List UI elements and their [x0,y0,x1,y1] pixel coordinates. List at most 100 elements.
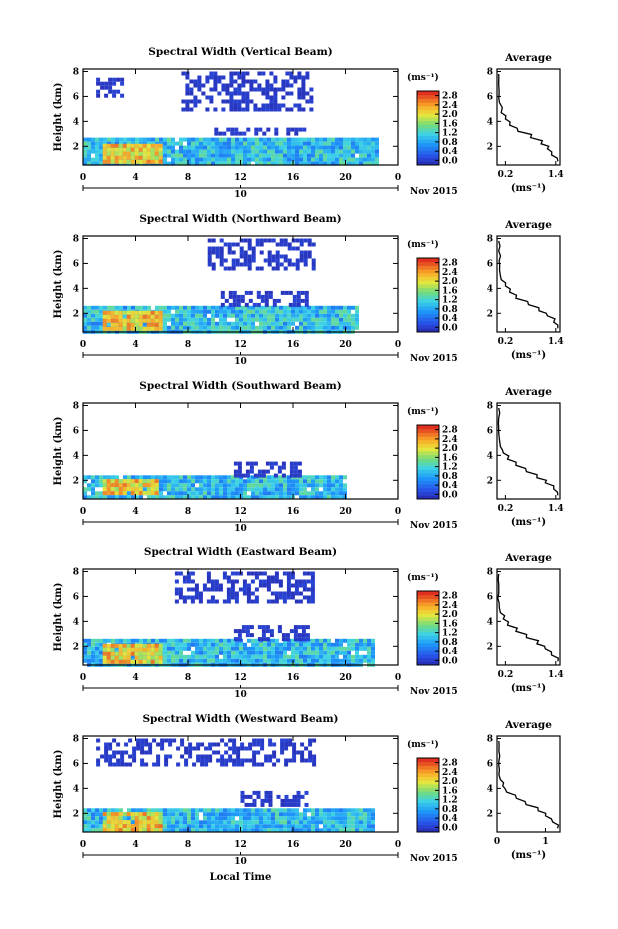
colorbar-segment [417,102,439,107]
heatmap-cell [210,595,215,600]
heatmap-cell [134,318,139,323]
heatmap-cell [251,650,255,655]
heatmap-cell [211,137,215,142]
heatmap-cell [308,742,313,747]
heatmap-cell [99,141,103,146]
heatmap-cell [134,479,139,484]
heatmap-cell [293,465,298,470]
heatmap-cell [257,83,262,88]
heatmap-cell [235,317,239,322]
heatmap-cell [271,258,276,263]
heatmap-cell [367,137,371,142]
heatmap-cell [211,642,215,647]
heatmap-cell [315,475,319,480]
heatmap-cell [130,491,135,496]
heatmap-cell [150,314,155,319]
heatmap-cell [299,258,304,263]
heatmap-cell [273,103,278,108]
heatmap-cell [235,309,239,314]
heatmap-cell [175,317,179,322]
heatmap-cell [223,325,227,330]
colorbar-segment [417,283,439,289]
heatmap-cell [291,141,295,146]
heatmap-cell [223,808,227,813]
heatmap-cell [315,325,319,330]
heatmap-cell [127,495,131,500]
heatmap-cell [231,309,235,314]
heatmap-cell [193,83,198,88]
heatmap-cell [118,318,123,323]
heatmap-cell [119,495,123,500]
colorbar-tick-label: 0.4 [442,814,458,824]
heatmap-cell [189,79,194,84]
colorbar-tick-label: 2.0 [442,444,458,454]
heatmap-cell [163,325,167,330]
heatmap-cell [179,145,183,150]
heatmap-cell [118,155,123,160]
heatmap-cell [227,487,231,492]
heatmap-cell [219,145,223,150]
heatmap-cell [212,750,217,755]
heatmap-cell [339,309,343,314]
heatmap-cell [240,298,245,303]
heatmap-cell [140,750,145,755]
heatmap-cell [232,750,237,755]
heatmap-cell [239,642,243,647]
heatmap-cell [247,266,252,271]
heatmap-cell [187,816,191,821]
heatmap-cell [146,318,151,323]
heatmap-cell [371,145,375,150]
heatmap-cell [219,313,223,318]
heatmap-cell [187,149,191,154]
heatmap-cell [83,145,87,150]
heatmap-cell [247,479,251,484]
heatmap-cell [227,475,231,480]
heatmap-cell [142,318,147,323]
heatmap-cell [294,591,299,596]
heatmap-cell [112,77,117,82]
heatmap-cell [291,812,295,817]
heatmap-cell [359,812,363,817]
heatmap-cell [259,305,263,310]
heatmap-cell [142,647,147,652]
heatmap-cell [242,591,247,596]
heatmap-cell [267,642,271,647]
heatmap-cell [172,738,177,743]
heatmap-cell [229,99,234,104]
heatmap-cell [289,465,294,470]
heatmap-cell [150,147,155,152]
heatmap-cell [102,147,107,152]
heatmap-cell [187,325,191,330]
heatmap-cell [301,637,306,642]
heatmap-cell [291,145,295,150]
heatmap-cell [91,475,95,480]
colorbar-segment [417,639,439,644]
heatmap-cell [126,487,131,492]
heatmap-cell [110,487,115,492]
heatmap-cell [163,487,167,492]
heatmap-cell [227,824,231,829]
heatmap-cell [347,646,351,651]
heatmap-cell [211,816,215,821]
heatmap-cell [331,137,335,142]
heatmap-cell [233,91,238,96]
heatmap-cell [371,149,375,154]
heatmap-cell [335,141,339,146]
y-tick-label: 2 [73,809,79,819]
colorbar-tick-label: 1.2 [442,296,458,306]
heatmap-cell [207,808,211,813]
heatmap-cell [265,629,270,634]
heatmap-cell [130,147,135,152]
heatmap-cell [227,658,231,663]
heatmap-cell [150,483,155,488]
heatmap-cell [339,812,343,817]
heatmap-cell [282,599,287,604]
heatmap-cell [229,71,234,76]
heatmap-cell [343,145,347,150]
heatmap-cell [255,820,259,825]
heatmap-cell [223,642,227,647]
heatmap-cell [215,487,219,492]
heatmap-cell [300,298,305,303]
heatmap-cell [299,646,303,651]
heatmap-cell [254,131,259,136]
